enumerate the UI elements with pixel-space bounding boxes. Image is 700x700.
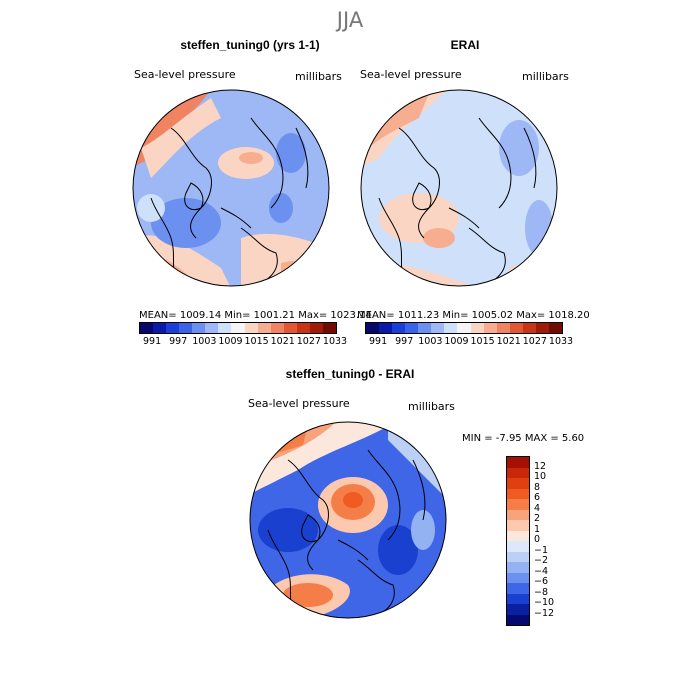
diff-variable-label: Sea-level pressure bbox=[248, 397, 350, 410]
colorbar-tick-label: 1015 bbox=[470, 336, 495, 347]
diff-colorbar-ticks: 12 10 8 6 4 2 1 0 −1 −2 −4 −6 −8 −10 −12 bbox=[534, 456, 574, 626]
colorbar-swatch bbox=[470, 323, 484, 333]
model-colorbar-ticks: 991 997 1003 1009 1015 1021 1027 1033 bbox=[139, 336, 347, 348]
diff-colorbar-swatch bbox=[507, 509, 529, 520]
diff-colorbar-swatch bbox=[507, 467, 529, 478]
obs-panel-title: ERAI bbox=[450, 38, 480, 52]
diff-colorbar-swatch bbox=[507, 614, 529, 625]
colorbar-swatch bbox=[192, 323, 206, 333]
diff-map bbox=[249, 421, 447, 619]
colorbar-swatch bbox=[218, 323, 232, 333]
diff-colorbar-tick-label: −4 bbox=[534, 565, 549, 577]
colorbar-tick-label: 1021 bbox=[270, 336, 295, 347]
model-colorbar bbox=[139, 322, 337, 334]
model-panel-title: steffen_tuning0 (yrs 1-1) bbox=[180, 38, 320, 52]
colorbar-swatch bbox=[483, 323, 497, 333]
colorbar-tick-label: 1033 bbox=[322, 336, 348, 347]
model-map bbox=[132, 89, 330, 287]
colorbar-tick-label: 1009 bbox=[218, 336, 243, 347]
diff-colorbar-tick-label: −1 bbox=[534, 544, 549, 556]
diff-units-label: millibars bbox=[408, 400, 455, 413]
obs-variable-label: Sea-level pressure bbox=[360, 68, 462, 81]
obs-colorbar-ticks: 991 997 1003 1009 1015 1021 1027 1033 bbox=[365, 336, 573, 348]
diff-colorbar-tick-label: 0 bbox=[534, 534, 541, 545]
diff-colorbar-tick-label: 8 bbox=[534, 481, 541, 493]
diff-colorbar-swatch bbox=[507, 572, 529, 583]
colorbar-swatch bbox=[166, 323, 180, 333]
diff-colorbar-tick-label: 10 bbox=[534, 471, 547, 482]
diff-colorbar-tick-label: 2 bbox=[534, 513, 541, 524]
colorbar-swatch bbox=[309, 323, 323, 333]
colorbar-swatch bbox=[522, 323, 536, 333]
colorbar-swatch bbox=[322, 323, 336, 333]
colorbar-swatch bbox=[153, 323, 167, 333]
diff-colorbar-tick-label: 1 bbox=[534, 523, 541, 535]
diff-colorbar-swatch bbox=[507, 520, 529, 531]
colorbar-swatch bbox=[392, 323, 406, 333]
colorbar-swatch bbox=[179, 323, 193, 333]
diff-colorbar-tick-label: 12 bbox=[534, 460, 547, 472]
colorbar-swatch bbox=[405, 323, 419, 333]
obs-colorbar bbox=[365, 322, 563, 334]
colorbar-tick-label: 1021 bbox=[496, 336, 521, 347]
colorbar-swatch bbox=[283, 323, 297, 333]
diff-colorbar-swatch bbox=[507, 488, 529, 499]
diff-colorbar-tick-label: 6 bbox=[534, 492, 541, 503]
colorbar-tick-label: 991 bbox=[368, 336, 388, 347]
diff-colorbar-tick-label: −8 bbox=[534, 586, 549, 598]
colorbar-tick-label: 997 bbox=[169, 336, 188, 347]
model-units-label: millibars bbox=[295, 70, 342, 83]
colorbar-tick-label: 1033 bbox=[548, 336, 574, 347]
colorbar-swatch bbox=[418, 323, 432, 333]
colorbar-swatch bbox=[548, 323, 562, 333]
colorbar-swatch bbox=[296, 323, 310, 333]
model-stats: MEAN= 1009.14 Min= 1001.21 Max= 1023.14 bbox=[139, 310, 372, 321]
colorbar-swatch bbox=[535, 323, 549, 333]
diff-colorbar-tick-label: −2 bbox=[534, 555, 549, 566]
colorbar-swatch bbox=[379, 323, 393, 333]
colorbar-swatch bbox=[244, 323, 258, 333]
diff-colorbar-tick-label: −6 bbox=[534, 576, 549, 587]
colorbar-swatch bbox=[140, 323, 154, 333]
diff-panel-title: steffen_tuning0 - ERAI bbox=[285, 367, 415, 381]
colorbar-swatch bbox=[457, 323, 471, 333]
diff-colorbar-tick-label: −12 bbox=[534, 607, 555, 619]
diff-colorbar-swatch bbox=[507, 604, 529, 615]
colorbar-tick-label: 1015 bbox=[244, 336, 269, 347]
colorbar-tick-label: 1003 bbox=[418, 336, 443, 347]
model-variable-label: Sea-level pressure bbox=[134, 68, 236, 81]
colorbar-tick-label: 1027 bbox=[522, 336, 547, 347]
obs-map bbox=[360, 89, 558, 287]
colorbar-swatch bbox=[231, 323, 245, 333]
obs-stats: MEAN= 1011.23 Min= 1005.02 Max= 1018.20 bbox=[357, 310, 590, 321]
season-title: JJA bbox=[336, 8, 364, 32]
colorbar-tick-label: 1009 bbox=[444, 336, 469, 347]
colorbar-swatch bbox=[509, 323, 523, 333]
diff-colorbar bbox=[506, 456, 530, 626]
diff-colorbar-tick-label: 4 bbox=[534, 502, 541, 514]
colorbar-tick-label: 1003 bbox=[192, 336, 217, 347]
diff-colorbar-swatch bbox=[507, 478, 529, 489]
colorbar-swatch bbox=[257, 323, 271, 333]
colorbar-tick-label: 1027 bbox=[296, 336, 321, 347]
diff-colorbar-tick-label: −10 bbox=[534, 597, 555, 608]
colorbar-swatch bbox=[205, 323, 219, 333]
diff-colorbar-swatch bbox=[507, 457, 529, 468]
diff-stats: MIN = -7.95 MAX = 5.60 bbox=[462, 433, 585, 444]
colorbar-swatch bbox=[496, 323, 510, 333]
diff-colorbar-swatch bbox=[507, 541, 529, 552]
colorbar-swatch bbox=[431, 323, 445, 333]
colorbar-swatch bbox=[270, 323, 284, 333]
diff-colorbar-swatch bbox=[507, 583, 529, 594]
diff-colorbar-swatch bbox=[507, 593, 529, 604]
diff-colorbar-swatch bbox=[507, 499, 529, 510]
colorbar-swatch bbox=[444, 323, 458, 333]
colorbar-swatch bbox=[366, 323, 380, 333]
colorbar-tick-label: 997 bbox=[395, 336, 414, 347]
diff-colorbar-swatch bbox=[507, 530, 529, 541]
obs-units-label: millibars bbox=[522, 70, 569, 83]
diff-colorbar-swatch bbox=[507, 551, 529, 562]
diff-colorbar-swatch bbox=[507, 562, 529, 573]
colorbar-tick-label: 991 bbox=[142, 336, 162, 347]
